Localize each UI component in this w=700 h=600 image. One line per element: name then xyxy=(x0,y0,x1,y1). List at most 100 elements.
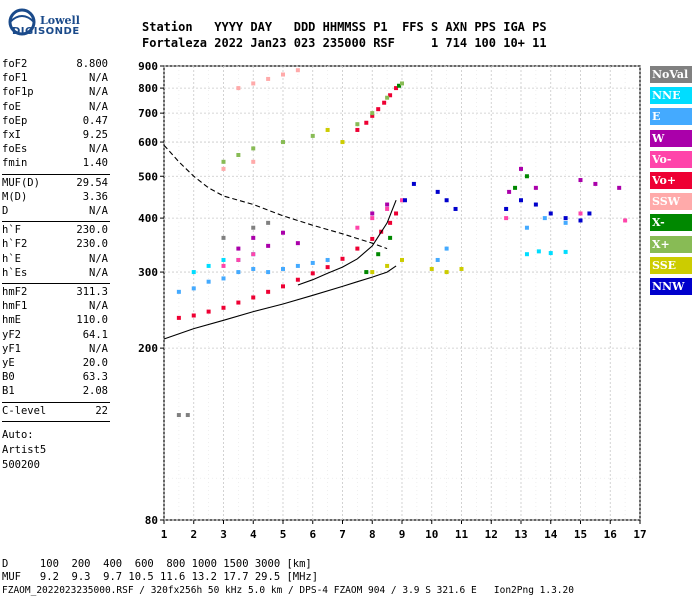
param-name: foE xyxy=(2,100,21,113)
legend-item: X- xyxy=(650,214,692,232)
data-point-x- xyxy=(524,174,529,179)
data-point-vo+ xyxy=(388,220,393,225)
param-name: h`Es xyxy=(2,266,28,279)
data-point-vo+ xyxy=(394,211,399,216)
data-point-nnw xyxy=(402,198,407,203)
y-tick-label: 900 xyxy=(138,60,158,73)
data-point-vo+ xyxy=(176,315,181,320)
legend-item: NNE xyxy=(650,87,692,105)
legend-item: NoVal xyxy=(650,66,692,83)
muf-dashed-curve xyxy=(163,144,388,250)
data-point-e xyxy=(295,263,300,268)
logo-line1: Lowell xyxy=(40,14,80,27)
data-point-vo- xyxy=(221,263,226,268)
data-point-w xyxy=(617,185,622,190)
param-value: N/A xyxy=(89,100,108,113)
data-point-ssw xyxy=(295,68,300,73)
data-point-nnw xyxy=(411,181,416,186)
legend-item: Vo+ xyxy=(650,172,692,189)
data-point-x+ xyxy=(310,133,315,138)
data-point-x+ xyxy=(281,140,285,145)
data-point-x+ xyxy=(251,146,256,151)
autoscale-line1: Auto: xyxy=(2,428,34,441)
param-name: foF2 xyxy=(2,58,28,70)
param-row: h`F 230.0 xyxy=(2,224,108,238)
param-row: hmF1 N/A xyxy=(2,300,108,314)
data-point-e xyxy=(524,225,529,230)
x-tick-label: 6 xyxy=(309,528,316,541)
x-tick-label: 1 xyxy=(161,528,168,541)
panel-separator xyxy=(2,420,110,422)
data-point-e xyxy=(435,257,440,262)
data-point-w xyxy=(281,230,285,235)
data-point-e xyxy=(542,216,547,221)
param-value: 20.0 xyxy=(82,357,108,369)
param-name: MUF(D) xyxy=(2,176,40,189)
x-tick-label: 4 xyxy=(250,528,257,541)
legend-item: W xyxy=(650,129,692,147)
param-name: foF1p xyxy=(2,86,34,99)
param-row: foEs N/A xyxy=(2,143,108,157)
data-point-w xyxy=(578,178,583,183)
data-point-noval xyxy=(185,413,190,418)
panel-separator xyxy=(2,173,110,175)
param-row: fxI 9.25 xyxy=(2,129,108,143)
param-row: C-level 22 xyxy=(2,405,108,419)
footer-file-row: FZAOM_2022023235000.RSF / 320fx256h 50 k… xyxy=(2,585,574,596)
legend-item: SSE xyxy=(650,256,692,274)
param-value: 110.0 xyxy=(76,314,108,327)
data-point-e xyxy=(266,270,271,275)
param-name: hmF1 xyxy=(2,300,28,313)
data-point-ssw xyxy=(251,159,256,164)
param-name: fmin xyxy=(2,157,28,170)
param-value: 8.800 xyxy=(76,58,108,70)
x-tick-label: 9 xyxy=(399,528,406,541)
data-point-e xyxy=(325,257,330,262)
data-point-sse xyxy=(340,140,345,145)
data-point-nnw xyxy=(587,211,592,216)
data-point-x- xyxy=(364,270,369,275)
data-point-sse xyxy=(370,270,375,275)
data-point-x- xyxy=(376,252,381,257)
param-row: h`F2 230.0 xyxy=(2,238,108,252)
x-tick-label: 2 xyxy=(190,528,197,541)
data-point-vo+ xyxy=(382,100,387,105)
data-point-w xyxy=(519,166,523,171)
digisonde-logo: Lowell DIGISONDE xyxy=(4,6,84,40)
data-point-e xyxy=(251,266,256,271)
panel-separator xyxy=(2,283,110,284)
data-point-x+ xyxy=(221,159,226,164)
data-point-vo+ xyxy=(281,284,285,289)
legend-item: Vo- xyxy=(650,150,692,168)
data-point-vo- xyxy=(400,198,404,203)
param-value: 22 xyxy=(95,404,108,417)
x-tick-label: 14 xyxy=(544,528,558,541)
param-row: yF1 N/A xyxy=(2,343,108,357)
data-point-noval xyxy=(176,413,181,418)
legend-item: NNW xyxy=(650,278,692,295)
data-point-ssw xyxy=(281,72,285,77)
data-point-vo+ xyxy=(355,246,360,251)
param-value: 64.1 xyxy=(82,328,108,341)
data-point-sse xyxy=(325,127,330,132)
data-point-vo+ xyxy=(236,300,241,305)
data-point-sse xyxy=(385,263,390,268)
param-row: foF2 8.800 xyxy=(2,58,108,72)
param-name: hmF2 xyxy=(2,286,28,298)
param-name: fxI xyxy=(2,129,21,141)
data-point-e xyxy=(444,246,449,251)
data-point-x+ xyxy=(400,81,404,86)
data-point-vo- xyxy=(623,218,628,223)
data-point-w xyxy=(370,211,375,216)
param-name: h`E xyxy=(2,252,21,265)
x-tick-label: 17 xyxy=(633,528,646,541)
data-point-e xyxy=(206,279,211,284)
param-row: D N/A xyxy=(2,205,108,219)
param-value: N/A xyxy=(89,205,108,217)
data-point-e xyxy=(221,276,226,281)
param-value: 311.3 xyxy=(76,286,108,298)
param-name: M(D) xyxy=(2,190,28,203)
data-point-nnw xyxy=(519,198,523,203)
data-point-nnw xyxy=(504,206,509,211)
data-point-vo+ xyxy=(370,236,375,241)
